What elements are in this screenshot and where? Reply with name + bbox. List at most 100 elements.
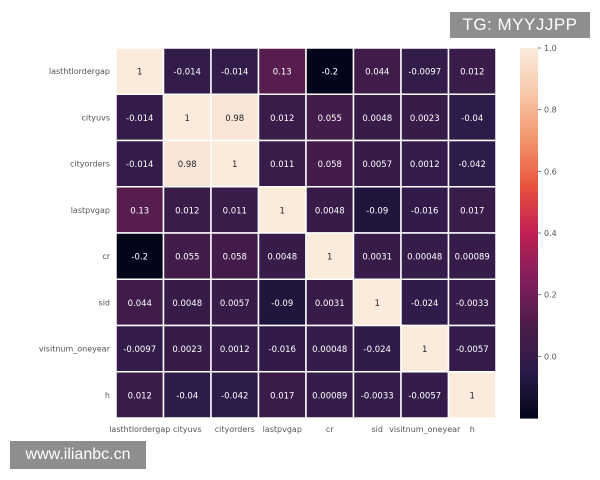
colorbar-segment xyxy=(520,51,538,55)
colorbar-segment xyxy=(520,368,538,373)
colorbar-segment xyxy=(520,72,538,77)
colorbar-segment xyxy=(520,118,538,123)
colorbar-segment xyxy=(520,54,538,58)
colorbar-segment xyxy=(520,192,538,197)
colorbar-segment xyxy=(520,248,538,253)
cell-value-label: -0.0033 xyxy=(361,391,394,401)
colorbar-segment xyxy=(520,81,538,86)
y-tick-label: sid xyxy=(99,298,110,307)
heatmap-cell xyxy=(115,139,165,188)
colorbar-segment xyxy=(520,155,538,160)
heatmap-cell xyxy=(162,324,212,373)
colorbar-segment xyxy=(520,347,538,351)
colorbar-segment xyxy=(520,205,538,209)
colorbar-segment xyxy=(520,273,538,277)
colorbar-segment xyxy=(520,63,538,68)
colorbar-segment xyxy=(520,223,538,228)
cell-value-label: -0.014 xyxy=(126,160,153,170)
cell-value-label: 1 xyxy=(280,206,285,216)
colorbar-segment xyxy=(520,245,538,250)
colorbar-segment xyxy=(520,303,538,308)
heatmap-cell xyxy=(352,371,402,419)
colorbar-segment xyxy=(520,57,538,61)
cell-value-label: 1 xyxy=(232,160,237,170)
colorbar-segment xyxy=(520,291,538,296)
cell-value-label: 0.13 xyxy=(273,68,292,78)
colorbar-segment xyxy=(520,390,538,394)
colorbar-tick-label: 0.2 xyxy=(544,291,557,300)
cell-value-label: 0.044 xyxy=(365,68,389,78)
colorbar-segment xyxy=(520,257,538,262)
heatmap-cell xyxy=(400,139,450,188)
colorbar-segment xyxy=(520,122,538,126)
heatmap-cell xyxy=(257,93,307,142)
x-tick-label: lastpvgap xyxy=(263,425,302,434)
colorbar-segment xyxy=(520,411,538,416)
cell-value-label: -0.09 xyxy=(271,299,293,309)
cell-value-label: -0.042 xyxy=(221,391,248,401)
x-tick-label: cityorders xyxy=(215,425,255,434)
heatmap-cell xyxy=(447,324,497,373)
heatmap-cell xyxy=(115,371,165,419)
heatmap-cell xyxy=(257,371,307,419)
cell-value-label: 0.98 xyxy=(225,114,244,124)
cell-value-label: 0.0031 xyxy=(362,253,392,263)
cell-value-label: -0.024 xyxy=(411,299,438,309)
colorbar-tick-label: 0.4 xyxy=(544,229,557,238)
cell-value-label: 0.13 xyxy=(130,206,149,216)
x-tick-label: visitnum_oneyear xyxy=(389,425,461,434)
cell-value-label: 0.00048 xyxy=(312,345,347,355)
colorbar-segment xyxy=(520,100,538,105)
heatmap-cell xyxy=(447,93,497,142)
colorbar-segment xyxy=(520,149,538,154)
colorbar-segment xyxy=(520,236,538,240)
colorbar-segment xyxy=(520,288,538,293)
colorbar-segment xyxy=(520,112,538,117)
cell-value-label: 0.0031 xyxy=(315,299,345,309)
heatmap-cell xyxy=(447,139,497,188)
cell-value-label: 0.00048 xyxy=(407,253,442,263)
x-tick-label: cr xyxy=(326,425,334,434)
cell-value-label: 0.0023 xyxy=(172,345,202,355)
cell-value-label: 0.0048 xyxy=(362,114,392,124)
colorbar-segment xyxy=(520,316,538,320)
x-tick-label: h xyxy=(470,425,475,434)
cell-value-label: 0.055 xyxy=(318,114,342,124)
colorbar-segment xyxy=(520,162,538,166)
cell-value-label: 0.00089 xyxy=(312,391,347,401)
cell-value-label: 0.017 xyxy=(460,206,484,216)
cell-value-label: 0.055 xyxy=(175,253,199,263)
colorbar-segment xyxy=(520,279,538,283)
y-tick-label: lastpvgap xyxy=(71,206,110,215)
colorbar-segment xyxy=(520,208,538,213)
cell-value-label: -0.2 xyxy=(131,253,148,263)
cell-value-label: 0.012 xyxy=(175,206,199,216)
cell-value-label: -0.09 xyxy=(366,206,388,216)
heatmap-cell xyxy=(305,186,355,234)
colorbar-segment xyxy=(520,115,538,120)
y-tick-label: cityuvs xyxy=(82,113,110,122)
colorbar-segment xyxy=(520,214,538,219)
heatmap-cell xyxy=(210,139,260,188)
heatmap-cell xyxy=(352,278,402,327)
x-tick-label: cityuvs xyxy=(173,425,201,434)
cell-value-label: 0.017 xyxy=(270,391,294,401)
colorbar-segment xyxy=(520,242,538,246)
colorbar-segment xyxy=(520,251,538,256)
cell-value-label: -0.0057 xyxy=(456,345,489,355)
cell-value-label: 1 xyxy=(185,114,190,124)
cell-value-label: 0.044 xyxy=(128,299,152,309)
cell-value-label: 0.00089 xyxy=(455,253,490,263)
cell-value-label: -0.0033 xyxy=(456,299,489,309)
colorbar-tick-label: 0.0 xyxy=(544,352,557,361)
colorbar-segment xyxy=(520,202,538,206)
colorbar-segment xyxy=(520,48,538,52)
colorbar-segment xyxy=(520,233,538,237)
colorbar-tick-label: 0.6 xyxy=(544,167,557,176)
y-tick-label: cr xyxy=(102,252,110,261)
colorbar-tick-label: 0.8 xyxy=(544,106,557,115)
watermark-bottom: www.ilianbc.cn xyxy=(10,441,146,469)
colorbar-segment xyxy=(520,393,538,398)
cell-value-label: -0.0097 xyxy=(408,68,441,78)
colorbar-segment xyxy=(520,217,538,222)
